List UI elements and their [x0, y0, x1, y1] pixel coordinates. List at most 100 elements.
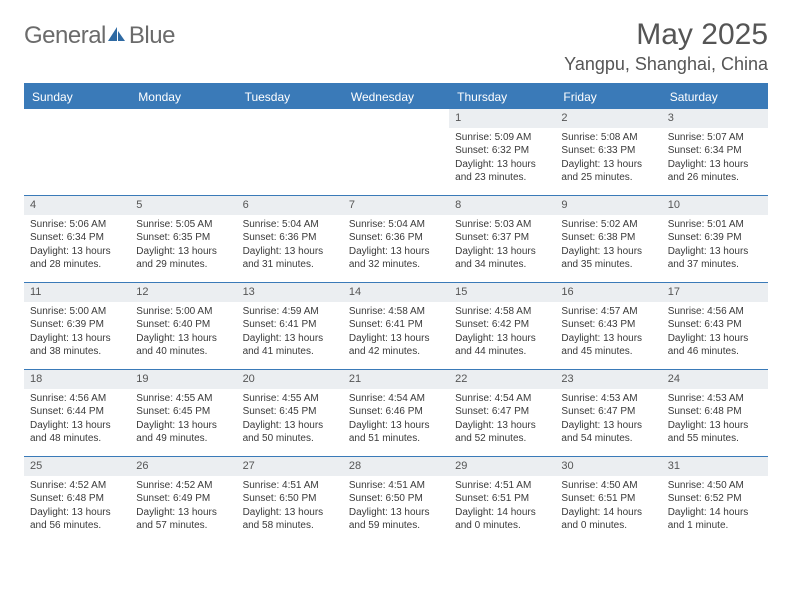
day-body: Sunrise: 4:54 AMSunset: 6:46 PMDaylight:…: [343, 389, 449, 450]
sunrise-line: Sunrise: 5:00 AM: [136, 305, 230, 319]
sunset-line: Sunset: 6:49 PM: [136, 492, 230, 506]
sunrise-line: Sunrise: 5:01 AM: [668, 218, 762, 232]
sunset-line: Sunset: 6:48 PM: [668, 405, 762, 419]
day-body: Sunrise: 4:52 AMSunset: 6:48 PMDaylight:…: [24, 476, 130, 537]
day-cell: 14Sunrise: 4:58 AMSunset: 6:41 PMDayligh…: [343, 283, 449, 369]
sunrise-line: Sunrise: 4:57 AM: [561, 305, 655, 319]
day-number: 16: [555, 283, 661, 302]
day-body: Sunrise: 5:09 AMSunset: 6:32 PMDaylight:…: [449, 128, 555, 189]
empty-cell: [130, 109, 236, 195]
day-cell: 5Sunrise: 5:05 AMSunset: 6:35 PMDaylight…: [130, 196, 236, 282]
day-cell: 16Sunrise: 4:57 AMSunset: 6:43 PMDayligh…: [555, 283, 661, 369]
daylight-line: Daylight: 13 hours and 31 minutes.: [243, 245, 337, 272]
day-cell: 9Sunrise: 5:02 AMSunset: 6:38 PMDaylight…: [555, 196, 661, 282]
day-body: Sunrise: 4:51 AMSunset: 6:51 PMDaylight:…: [449, 476, 555, 537]
day-cell: 1Sunrise: 5:09 AMSunset: 6:32 PMDaylight…: [449, 109, 555, 195]
header: General Blue May 2025 Yangpu, Shanghai, …: [24, 18, 768, 75]
day-cell: 26Sunrise: 4:52 AMSunset: 6:49 PMDayligh…: [130, 457, 236, 543]
day-cell: 20Sunrise: 4:55 AMSunset: 6:45 PMDayligh…: [237, 370, 343, 456]
day-body: Sunrise: 4:59 AMSunset: 6:41 PMDaylight:…: [237, 302, 343, 363]
day-number: 15: [449, 283, 555, 302]
sunset-line: Sunset: 6:39 PM: [668, 231, 762, 245]
sunrise-line: Sunrise: 4:58 AM: [455, 305, 549, 319]
day-number: 17: [662, 283, 768, 302]
sunset-line: Sunset: 6:40 PM: [136, 318, 230, 332]
sunset-line: Sunset: 6:32 PM: [455, 144, 549, 158]
day-number: 1: [449, 109, 555, 128]
sunrise-line: Sunrise: 5:04 AM: [349, 218, 443, 232]
sunrise-line: Sunrise: 4:55 AM: [243, 392, 337, 406]
day-number: 5: [130, 196, 236, 215]
week-row: 18Sunrise: 4:56 AMSunset: 6:44 PMDayligh…: [24, 369, 768, 456]
day-cell: 10 Sunrise: 5:01 AMSunset: 6:39 PMDayligh…: [662, 196, 768, 282]
daylight-line: Daylight: 13 hours and 37 minutes.: [668, 245, 762, 272]
weekday-tuesday: Tuesday: [237, 85, 343, 109]
sunset-line: Sunset: 6:41 PM: [243, 318, 337, 332]
sunrise-line: Sunrise: 4:54 AM: [455, 392, 549, 406]
day-number: 9: [555, 196, 661, 215]
day-body: Sunrise: 4:56 AMSunset: 6:44 PMDaylight:…: [24, 389, 130, 450]
day-number: 26: [130, 457, 236, 476]
day-cell: 2Sunrise: 5:08 AMSunset: 6:33 PMDaylight…: [555, 109, 661, 195]
day-body: Sunrise: 4:50 AMSunset: 6:52 PMDaylight:…: [662, 476, 768, 537]
sunset-line: Sunset: 6:39 PM: [30, 318, 124, 332]
empty-cell: [24, 109, 130, 195]
weekday-wednesday: Wednesday: [343, 85, 449, 109]
daylight-line: Daylight: 13 hours and 32 minutes.: [349, 245, 443, 272]
weekday-monday: Monday: [130, 85, 236, 109]
day-number: 30: [555, 457, 661, 476]
day-number: 24: [662, 370, 768, 389]
daylight-line: Daylight: 13 hours and 25 minutes.: [561, 158, 655, 185]
day-body: Sunrise: 5:04 AMSunset: 6:36 PMDaylight:…: [343, 215, 449, 276]
day-cell: 4Sunrise: 5:06 AMSunset: 6:34 PMDaylight…: [24, 196, 130, 282]
logo: General Blue: [24, 22, 175, 50]
day-cell: 15Sunrise: 4:58 AMSunset: 6:42 PMDayligh…: [449, 283, 555, 369]
sunrise-line: Sunrise: 4:52 AM: [136, 479, 230, 493]
day-number: 19: [130, 370, 236, 389]
daylight-line: Daylight: 13 hours and 49 minutes.: [136, 419, 230, 446]
daylight-line: Daylight: 13 hours and 51 minutes.: [349, 419, 443, 446]
day-number: 4: [24, 196, 130, 215]
day-cell: 22Sunrise: 4:54 AMSunset: 6:47 PMDayligh…: [449, 370, 555, 456]
day-body: Sunrise: 4:56 AMSunset: 6:43 PMDaylight:…: [662, 302, 768, 363]
sunset-line: Sunset: 6:34 PM: [30, 231, 124, 245]
day-cell: 19Sunrise: 4:55 AMSunset: 6:45 PMDayligh…: [130, 370, 236, 456]
day-body: Sunrise: 5:00 AMSunset: 6:40 PMDaylight:…: [130, 302, 236, 363]
sunset-line: Sunset: 6:51 PM: [561, 492, 655, 506]
daylight-line: Daylight: 13 hours and 26 minutes.: [668, 158, 762, 185]
logo-text-general: General: [24, 22, 106, 50]
sunrise-line: Sunrise: 5:06 AM: [30, 218, 124, 232]
sunrise-line: Sunrise: 4:59 AM: [243, 305, 337, 319]
sunrise-line: Sunrise: 4:52 AM: [30, 479, 124, 493]
daylight-line: Daylight: 14 hours and 1 minute.: [668, 506, 762, 533]
sunset-line: Sunset: 6:42 PM: [455, 318, 549, 332]
sunset-line: Sunset: 6:38 PM: [561, 231, 655, 245]
day-body: Sunrise: 4:53 AMSunset: 6:48 PMDaylight:…: [662, 389, 768, 450]
daylight-line: Daylight: 14 hours and 0 minutes.: [455, 506, 549, 533]
weekday-friday: Friday: [555, 85, 661, 109]
sunrise-line: Sunrise: 5:00 AM: [30, 305, 124, 319]
day-body: Sunrise: 4:58 AMSunset: 6:42 PMDaylight:…: [449, 302, 555, 363]
daylight-line: Daylight: 13 hours and 54 minutes.: [561, 419, 655, 446]
daylight-line: Daylight: 13 hours and 40 minutes.: [136, 332, 230, 359]
day-cell: 23Sunrise: 4:53 AMSunset: 6:47 PMDayligh…: [555, 370, 661, 456]
day-cell: 6Sunrise: 5:04 AMSunset: 6:36 PMDaylight…: [237, 196, 343, 282]
day-number: 10: [662, 196, 768, 215]
day-body: Sunrise: 4:51 AMSunset: 6:50 PMDaylight:…: [343, 476, 449, 537]
sunset-line: Sunset: 6:37 PM: [455, 231, 549, 245]
sunset-line: Sunset: 6:50 PM: [243, 492, 337, 506]
day-cell: 25Sunrise: 4:52 AMSunset: 6:48 PMDayligh…: [24, 457, 130, 543]
day-number: 11: [24, 283, 130, 302]
day-number: 23: [555, 370, 661, 389]
day-cell: 8Sunrise: 5:03 AMSunset: 6:37 PMDaylight…: [449, 196, 555, 282]
empty-cell: [237, 109, 343, 195]
day-body: Sunrise: 4:58 AMSunset: 6:41 PMDaylight:…: [343, 302, 449, 363]
empty-cell: [343, 109, 449, 195]
daylight-line: Daylight: 13 hours and 55 minutes.: [668, 419, 762, 446]
sunset-line: Sunset: 6:43 PM: [561, 318, 655, 332]
day-body: Sunrise: 5:07 AMSunset: 6:34 PMDaylight:…: [662, 128, 768, 189]
sunrise-line: Sunrise: 4:53 AM: [668, 392, 762, 406]
sunrise-line: Sunrise: 5:09 AM: [455, 131, 549, 145]
title-block: May 2025 Yangpu, Shanghai, China: [564, 18, 768, 75]
sunrise-line: Sunrise: 4:56 AM: [30, 392, 124, 406]
